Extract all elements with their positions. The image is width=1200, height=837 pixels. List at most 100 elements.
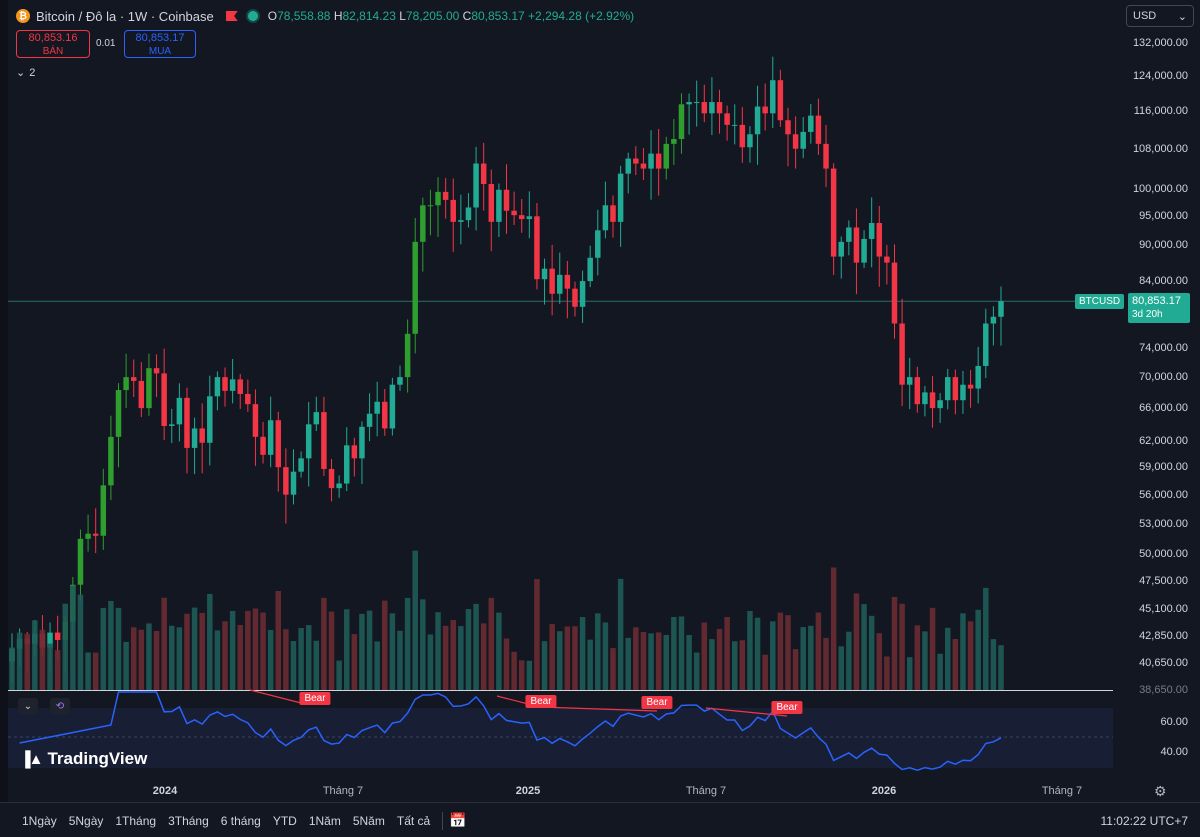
spread-value: 0.01 xyxy=(96,38,116,49)
candle-body xyxy=(305,424,312,459)
candle-body xyxy=(503,189,510,211)
price-chart[interactable] xyxy=(0,0,1113,780)
clock[interactable]: 11:02:22 UTC+7 xyxy=(1100,813,1189,828)
candle-body xyxy=(260,436,266,455)
volume-bar xyxy=(427,634,434,690)
volume-bar xyxy=(260,612,266,690)
candle-body xyxy=(815,115,822,144)
candle-body xyxy=(906,377,913,385)
candle-body xyxy=(983,323,989,366)
time-tick-label: Tháng 7 xyxy=(685,785,727,797)
candle-body xyxy=(480,163,487,185)
candle-body xyxy=(693,102,700,104)
collapse-pane-button[interactable]: ⌄ xyxy=(18,698,38,714)
tradingview-logo[interactable]: ▐▲ TradingView xyxy=(20,749,147,769)
candle-body xyxy=(518,215,525,220)
refresh-indicator-button[interactable]: ⟲ xyxy=(50,698,70,714)
candle-body xyxy=(610,205,616,222)
sell-button[interactable]: 80,853.16 BÁN xyxy=(16,30,90,58)
volume-bar xyxy=(922,631,928,690)
volume-bar xyxy=(983,587,989,690)
price-axis[interactable]: 132,000.00 124,000.00 116,000.00 108,000.00… xyxy=(1113,0,1200,696)
volume-bar xyxy=(564,626,571,690)
volume-bar xyxy=(937,653,943,690)
candle-body xyxy=(625,158,631,174)
candle-body xyxy=(686,102,692,105)
range-button[interactable]: 5Ngày xyxy=(68,813,104,828)
bottom-toolbar: 1Ngày 5Ngày 1Tháng 3Tháng 6 tháng YTD 1Năm 5Năm… xyxy=(0,802,1200,837)
currency-select[interactable]: USD ⌄ xyxy=(1126,5,1194,27)
price-tick-label: 108,000.00 xyxy=(1132,142,1188,155)
candle-body xyxy=(374,401,380,414)
buy-button[interactable]: 80,853.17 MUA xyxy=(124,30,196,58)
volume-bar xyxy=(884,656,890,690)
candle-body xyxy=(420,205,426,242)
candle-body xyxy=(830,168,837,257)
candle-body xyxy=(77,538,84,585)
volume-bar xyxy=(891,596,898,690)
volume-bar xyxy=(283,629,289,690)
flag-icon[interactable] xyxy=(225,11,238,21)
candle-body xyxy=(92,533,99,536)
candle-body xyxy=(914,377,921,405)
candle-body xyxy=(130,377,137,381)
price-tick-label: 95,000.00 xyxy=(1139,210,1188,223)
candle-body xyxy=(214,377,221,397)
candle-body xyxy=(488,184,495,222)
time-tick-label: Tháng 7 xyxy=(1041,785,1083,797)
candle-body xyxy=(572,288,578,307)
gear-icon[interactable]: ⚙ xyxy=(1154,783,1167,799)
candle-body xyxy=(929,392,936,409)
volume-bar xyxy=(876,633,883,690)
range-button[interactable]: 5Năm xyxy=(352,813,385,828)
indicators-count: 2 xyxy=(29,66,36,79)
time-axis[interactable]: 2024 Tháng 7 2025 Tháng 7 2026 Tháng 7 xyxy=(0,780,1113,802)
range-button[interactable]: 1Tháng xyxy=(115,813,157,828)
time-tick-label: 2025 xyxy=(515,785,541,797)
volume-bar xyxy=(526,660,533,690)
indicators-toggle[interactable]: ⌄ 2 xyxy=(16,66,36,80)
volume-bar xyxy=(397,630,403,690)
volume-bar xyxy=(420,599,426,690)
volume-bar xyxy=(724,617,730,690)
candle-body xyxy=(770,80,776,114)
range-button[interactable]: 6 tháng xyxy=(220,813,261,828)
symbol-legend[interactable]: ₿ Bitcoin / Đô la · 1W · Coinbase O78,55… xyxy=(16,6,634,26)
volume-bar xyxy=(617,578,624,690)
candle-body xyxy=(701,102,708,114)
volume-bar xyxy=(792,649,799,690)
volume-bar xyxy=(663,634,670,690)
volume-bar xyxy=(861,604,867,690)
candle-body xyxy=(724,113,730,125)
candle-body xyxy=(967,384,974,389)
volume-bar xyxy=(579,617,586,690)
volume-bar xyxy=(846,631,852,690)
symbol-title[interactable]: Bitcoin / Đô la · 1W · Coinbase xyxy=(36,8,214,24)
volume-bar xyxy=(290,640,297,690)
range-buttons: 1Ngày 5Ngày 1Tháng 3Tháng 6 tháng YTD 1Năm 5Năm… xyxy=(0,814,436,828)
bear-divergence-label: Bear xyxy=(525,695,557,708)
volume-bar xyxy=(16,632,23,690)
range-button[interactable]: 1Năm xyxy=(308,813,341,828)
volume-bar xyxy=(465,609,472,690)
range-button[interactable]: 1Ngày xyxy=(22,813,57,828)
range-button[interactable]: Tất cả xyxy=(396,813,431,828)
date-range-icon[interactable]: 📅 xyxy=(449,812,467,828)
rsi-line xyxy=(19,691,1002,771)
candle-body xyxy=(868,222,875,239)
candle-body xyxy=(587,257,593,282)
volume-bar xyxy=(32,620,38,690)
candle-body xyxy=(222,377,228,391)
volume-bar xyxy=(389,613,396,690)
rsi-axis[interactable]: 60.00 40.00 xyxy=(1113,690,1200,780)
market-status-icon xyxy=(247,11,258,21)
volume-bar xyxy=(709,639,715,690)
volume-bar xyxy=(929,607,936,690)
range-button[interactable]: 3Tháng xyxy=(168,813,209,828)
volume-bar xyxy=(952,638,959,690)
volume-bar xyxy=(39,629,46,690)
volume-bar xyxy=(130,627,137,690)
volume-bar xyxy=(557,631,563,690)
volume-bar xyxy=(359,613,365,690)
range-button[interactable]: YTD xyxy=(272,813,297,828)
